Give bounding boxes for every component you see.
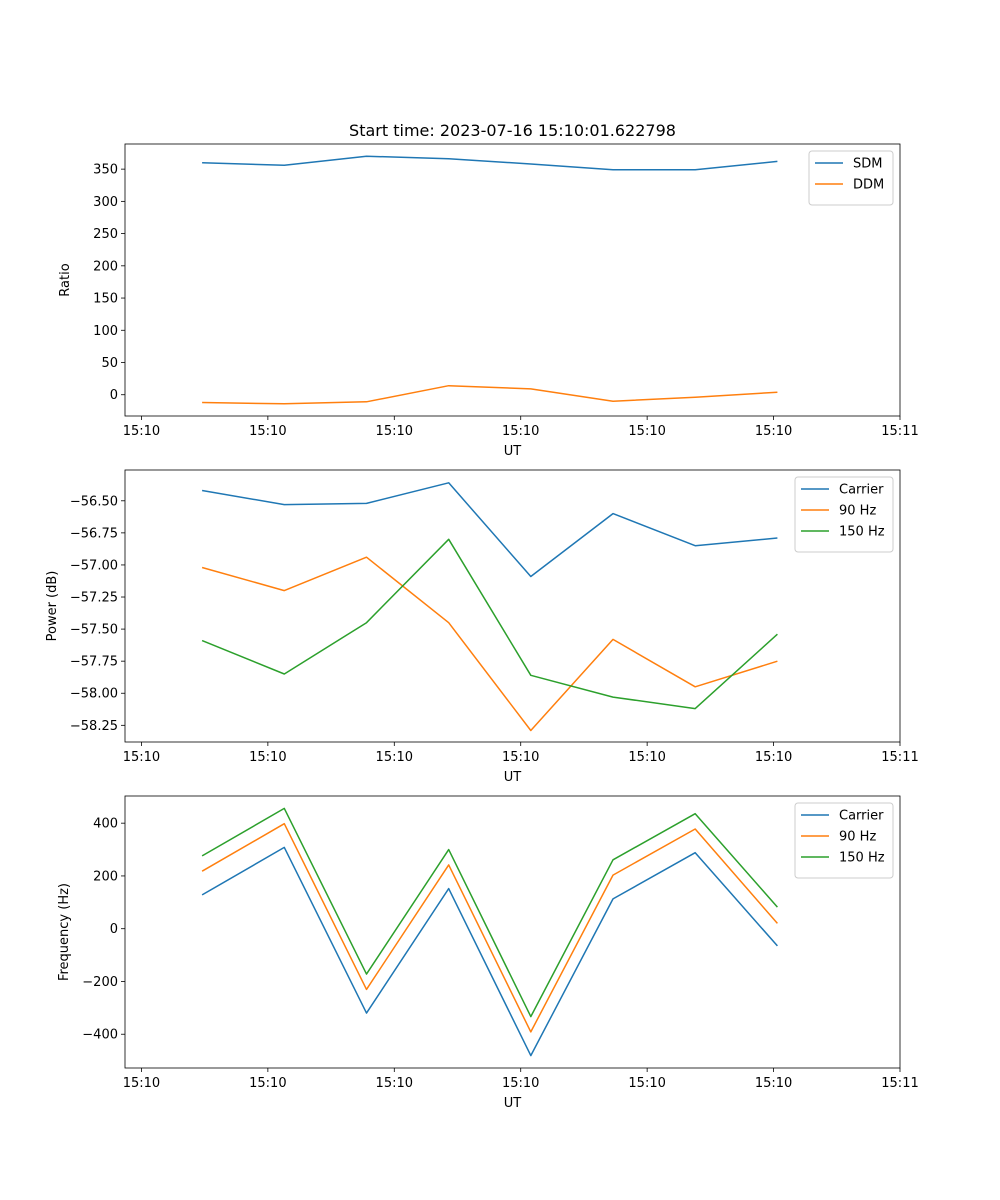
x-tick-label: 15:10 [123,424,160,439]
legend-label: Carrier [839,809,884,824]
x-tick-label: 15:11 [881,424,918,439]
y-tick-label: 400 [93,817,118,832]
legend-label: 150 Hz [839,851,885,866]
series-line-carrier [201,482,778,578]
y-axis-label: Frequency (Hz) [57,883,72,981]
x-axis-label: UT [504,770,522,785]
x-axis-label: UT [504,1096,522,1111]
legend-label: 90 Hz [839,504,876,519]
x-tick-label: 15:10 [755,750,792,765]
x-tick-label: 15:10 [502,424,539,439]
x-tick-label: 15:10 [376,424,413,439]
y-tick-label: −57.25 [70,591,118,606]
legend: Carrier 90 Hz 150 Hz [794,476,894,553]
y-tick-label: −56.50 [70,494,118,509]
axes-frame [124,469,901,743]
y-tick-label: 0 [110,922,118,937]
y-tick-label: 200 [93,259,118,274]
y-tick-label: −57.00 [70,558,118,573]
y-tick-label: 300 [93,195,118,210]
y-tick-label: 350 [93,163,118,178]
chart-panel-3: 15:10 15:10 15:10 15:10 15:10 15:10 15:11 −400 −… [57,795,919,1111]
series-line-150-hz [201,538,778,710]
y-tick-label: −58.25 [70,719,118,734]
x-tick-label: 15:11 [881,750,918,765]
y-tick-label: 250 [93,227,118,242]
legend: SDM DDM [808,150,894,206]
series-line-150-hz [201,807,778,1018]
y-axis-label: Power (dB) [45,571,60,642]
legend-label: 90 Hz [839,830,876,845]
legend-box [794,476,894,553]
x-tick-label: 15:10 [249,750,286,765]
x-tick-label: 15:10 [628,424,665,439]
x-tick-label: 15:10 [502,1076,539,1091]
y-tick-label: 150 [93,292,118,307]
figure-title: Start time: 2023-07-16 15:10:01.622798 [349,121,676,140]
x-tick-label: 15:10 [755,1076,792,1091]
legend-label: 150 Hz [839,525,885,540]
y-tick-label: 50 [101,356,118,371]
y-tick-label: 0 [110,388,118,403]
y-tick-label: −200 [82,975,118,990]
y-tick-label: −56.75 [70,526,118,541]
axes-frame [124,143,901,417]
x-tick-label: 15:10 [249,424,286,439]
legend-box [794,802,894,879]
x-tick-label: 15:10 [502,750,539,765]
series-line-90-hz [201,822,778,1033]
y-tick-label: −400 [82,1028,118,1043]
legend-label: Carrier [839,483,884,498]
series-line-carrier [201,846,778,1057]
y-axis-label: Ratio [58,263,73,296]
x-tick-label: 15:10 [628,1076,665,1091]
x-tick-label: 15:10 [376,1076,413,1091]
charts-container: 15:10 15:10 15:10 15:10 15:10 15:10 15:11 0 50 10… [45,143,919,1111]
x-tick-label: 15:10 [376,750,413,765]
chart-panel-2: 15:10 15:10 15:10 15:10 15:10 15:10 15:11 −58.2… [45,469,919,785]
legend-label: DDM [853,178,884,193]
chart-panel-1: 15:10 15:10 15:10 15:10 15:10 15:10 15:11 0 50 10… [58,143,919,459]
y-tick-label: −58.00 [70,687,118,702]
series-line-ddm [202,384,778,405]
x-tick-label: 15:11 [881,1076,918,1091]
legend: Carrier 90 Hz 150 Hz [794,802,894,879]
y-tick-label: −57.50 [70,623,118,638]
y-tick-label: −57.75 [70,655,118,670]
x-tick-label: 15:10 [123,1076,160,1091]
x-tick-label: 15:10 [123,750,160,765]
legend-label: SDM [853,157,882,172]
y-tick-label: 200 [93,869,118,884]
x-tick-label: 15:10 [249,1076,286,1091]
x-tick-label: 15:10 [755,424,792,439]
y-tick-label: 100 [93,324,118,339]
series-line-90-hz [201,556,778,732]
x-axis-label: UT [504,444,522,459]
x-tick-label: 15:10 [628,750,665,765]
legend-box [808,150,894,206]
series-line-sdm [202,155,778,171]
axes-frame [124,795,901,1069]
